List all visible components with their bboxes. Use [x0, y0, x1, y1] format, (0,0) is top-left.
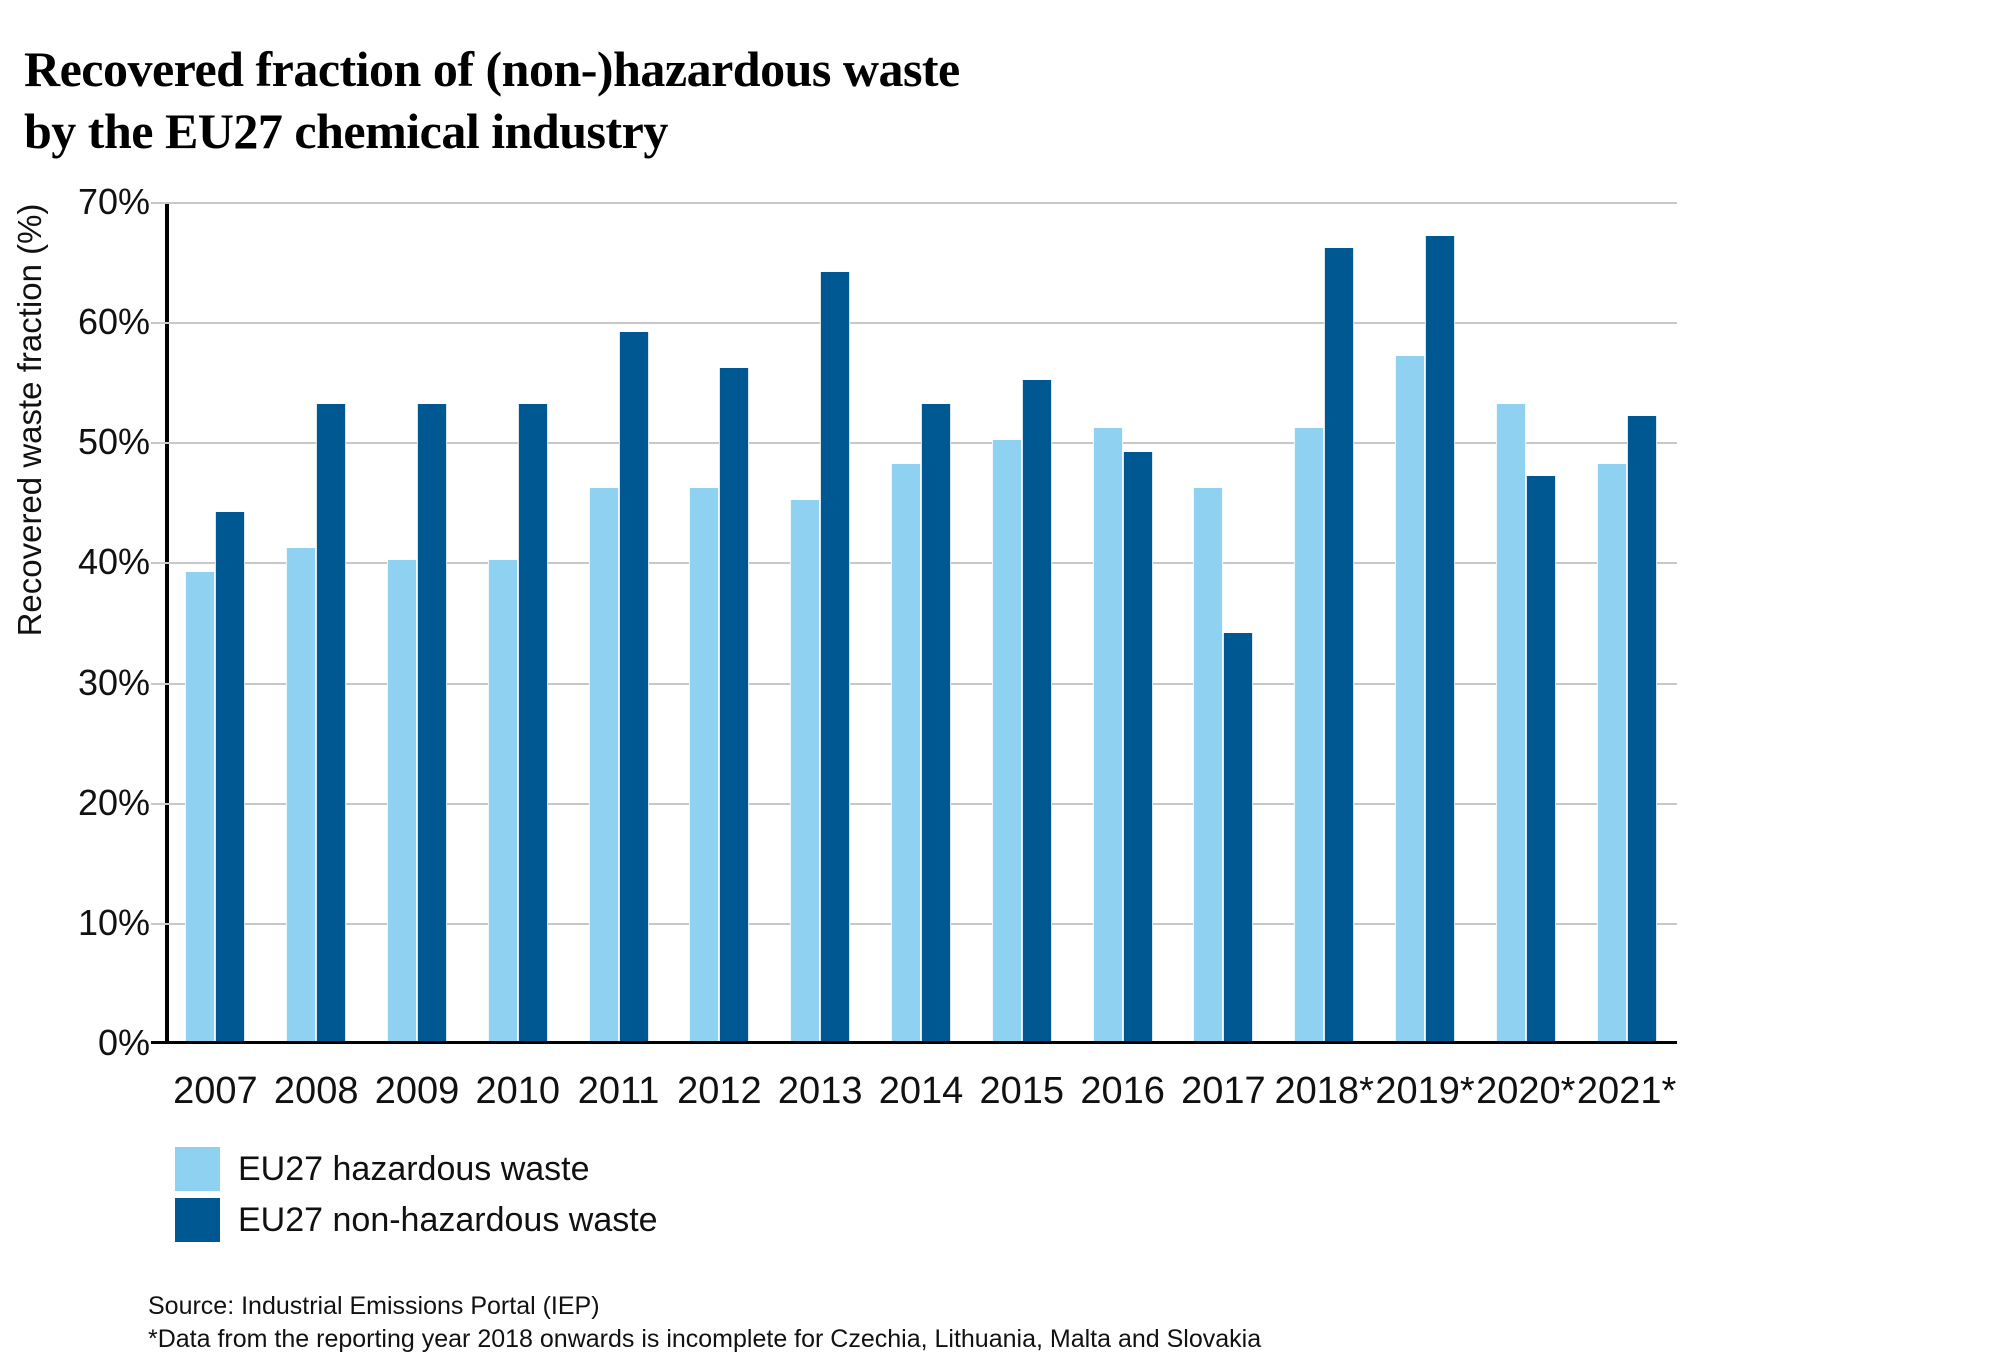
y-tick-label-10: 10% [77, 901, 150, 943]
x-axis-tick-labels: 2007 2008 2009 2010 2011 2012 2013 2014 2015 2016… [165, 1068, 1677, 1118]
bar-non-hazardous-2008 [316, 404, 347, 1041]
y-tick-0 [151, 1041, 169, 1044]
x-label-2013: 2013 [777, 1070, 863, 1112]
y-tick-label-0: 0% [97, 1022, 150, 1063]
chart-title: Recovered fraction of (non-)hazardous wa… [24, 38, 960, 162]
y-axis-tick-labels: 0% 10% 20% 30% 40% 50% 60% 70% [0, 184, 150, 1061]
bar-non-hazardous-2015 [1021, 380, 1052, 1041]
x-label-2014: 2014 [878, 1070, 964, 1112]
bar-non-hazardous-2010 [517, 404, 548, 1041]
x-label-2008: 2008 [273, 1070, 359, 1112]
y-tick-label-50: 50% [77, 421, 150, 463]
bar-non-hazardous-2012 [719, 368, 750, 1041]
bar-hazardous-2016 [1092, 428, 1123, 1041]
x-label-2010: 2010 [475, 1070, 561, 1112]
x-label-2012: 2012 [677, 1070, 762, 1112]
x-label-2015: 2015 [979, 1070, 1065, 1112]
y-tick-40 [151, 562, 169, 565]
footer: Source: Industrial Emissions Portal (IEP… [148, 1290, 1261, 1356]
gridline-60 [169, 322, 1677, 325]
legend-label: EU27 hazardous waste [238, 1149, 590, 1188]
plot-area [151, 202, 1677, 1044]
x-label-2016: 2016 [1080, 1070, 1165, 1112]
x-label-2020: 2020* [1476, 1070, 1576, 1112]
bar-hazardous-2012 [689, 488, 720, 1041]
bar-non-hazardous-2011 [618, 332, 649, 1041]
gridline-70 [169, 202, 1677, 204]
y-tick-50 [151, 442, 169, 445]
bar-non-hazardous-2018 [1324, 248, 1355, 1041]
x-label-2011: 2011 [577, 1070, 660, 1112]
bar-hazardous-2017 [1193, 488, 1224, 1041]
source-note: Source: Industrial Emissions Portal (IEP… [148, 1292, 600, 1320]
bar-hazardous-2019 [1395, 356, 1425, 1041]
legend-label: EU27 non-hazardous waste [238, 1200, 658, 1239]
bar-hazardous-2007 [185, 572, 216, 1041]
bar-hazardous-2013 [790, 500, 821, 1041]
bar-non-hazardous-2007 [215, 512, 246, 1041]
x-label-2007: 2007 [173, 1070, 258, 1112]
chart-title-line2: by the EU27 chemical industry [24, 102, 668, 159]
legend-item-hazardous: EU27 hazardous waste [175, 1147, 658, 1191]
x-label-2009: 2009 [374, 1070, 460, 1112]
bar-non-hazardous-2021 [1626, 416, 1657, 1041]
bar-non-hazardous-2019 [1425, 236, 1455, 1041]
bar-hazardous-2009 [387, 560, 417, 1041]
bar-hazardous-2008 [286, 548, 317, 1041]
bar-non-hazardous-2009 [417, 404, 447, 1041]
legend-item-non-hazardous: EU27 non-hazardous waste [175, 1198, 658, 1242]
bar-hazardous-2018 [1294, 428, 1325, 1041]
y-tick-70 [151, 202, 169, 204]
x-label-2017: 2017 [1181, 1070, 1266, 1112]
bar-hazardous-2010 [487, 560, 518, 1041]
bar-hazardous-2020 [1495, 404, 1526, 1041]
x-label-2019: 2019* [1375, 1070, 1475, 1112]
bar-non-hazardous-2013 [820, 272, 851, 1041]
y-tick-60 [151, 322, 169, 325]
bar-non-hazardous-2017 [1223, 632, 1254, 1041]
legend-color-chip [175, 1147, 220, 1191]
bar-hazardous-2014 [891, 464, 921, 1041]
x-label-2021: 2021* [1576, 1070, 1677, 1112]
y-tick-label-20: 20% [77, 781, 150, 823]
bar-non-hazardous-2016 [1122, 452, 1153, 1041]
bar-hazardous-2015 [991, 440, 1022, 1041]
y-tick-label-40: 40% [77, 541, 150, 583]
y-tick-30 [151, 682, 169, 685]
y-tick-10 [151, 922, 169, 925]
y-tick-label-60: 60% [77, 301, 150, 343]
y-tick-20 [151, 802, 169, 805]
legend-color-chip [175, 1198, 220, 1242]
bar-non-hazardous-2014 [921, 404, 951, 1041]
y-tick-label-30: 30% [77, 661, 150, 703]
y-tick-label-70: 70% [77, 181, 150, 222]
bar-hazardous-2021 [1596, 464, 1627, 1041]
x-label-2018: 2018* [1274, 1070, 1374, 1112]
legend: EU27 hazardous waste EU27 non-hazardous w… [175, 1147, 658, 1249]
bar-non-hazardous-2020 [1525, 476, 1556, 1041]
chart-title-line1: Recovered fraction of (non-)hazardous wa… [24, 40, 960, 97]
bar-hazardous-2011 [588, 488, 619, 1041]
footnote: *Data from the reporting year 2018 onwar… [148, 1325, 1262, 1353]
